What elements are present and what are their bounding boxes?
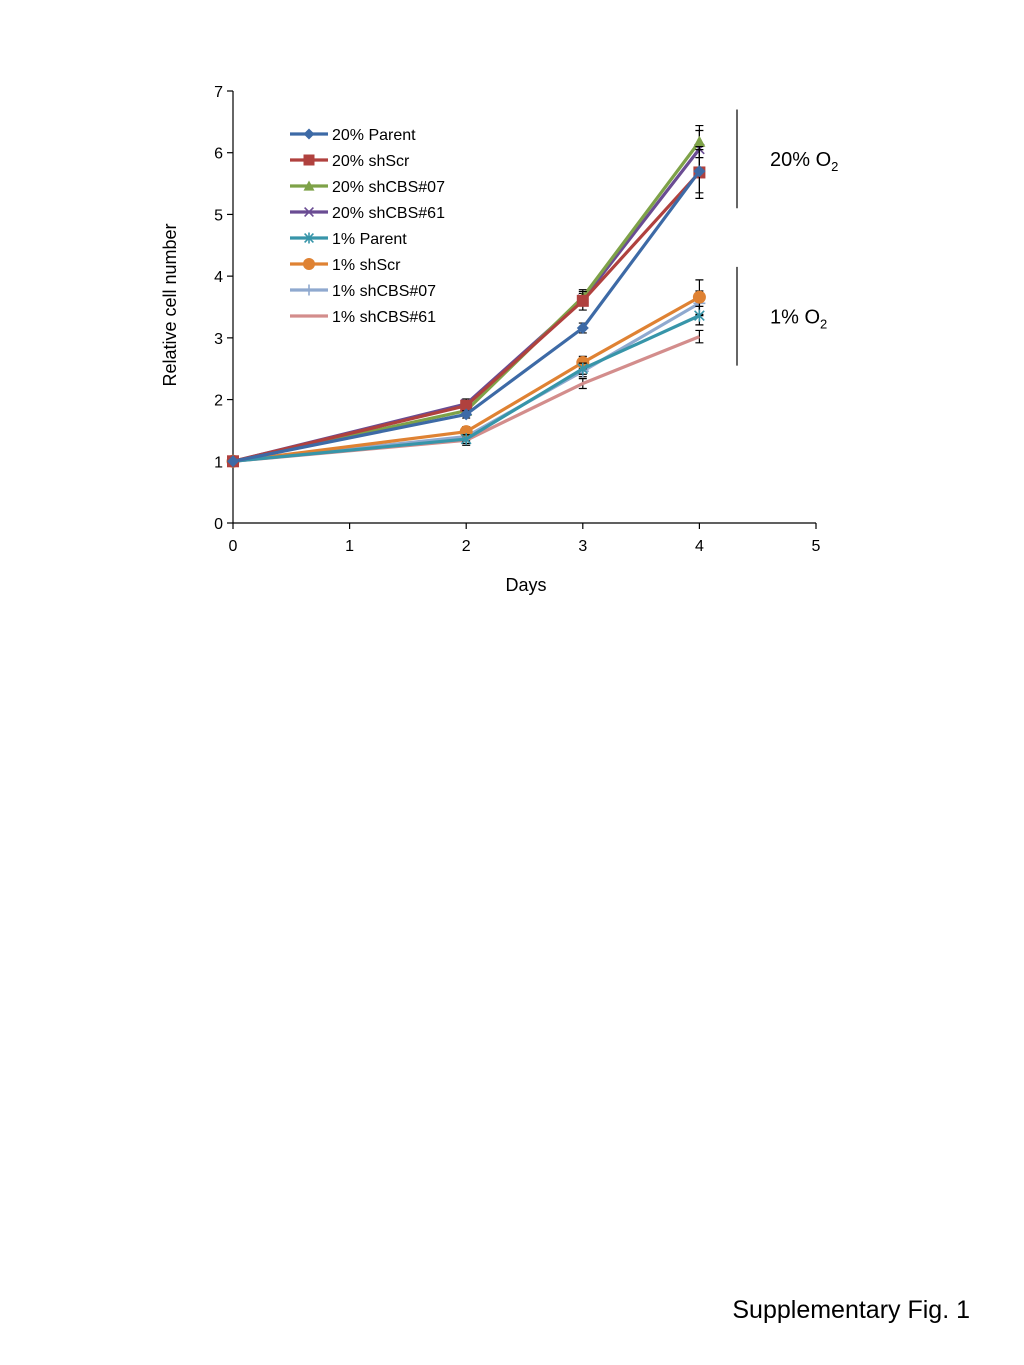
legend-marker: [304, 232, 314, 244]
annotation-20pct-o2: 20% O2: [736, 109, 838, 209]
x-tick-label: 5: [812, 538, 821, 555]
legend-marker: [303, 128, 315, 140]
legend-label: 1% shCBS#61: [332, 309, 436, 326]
chart-series: [226, 124, 706, 468]
data-point: [460, 408, 473, 421]
group-label: 1% O2: [770, 306, 827, 331]
data-point: [576, 294, 589, 307]
series-line: [232, 170, 701, 463]
figure-caption: Supplementary Fig. 1: [732, 1296, 970, 1324]
series-20pct-shscr: [227, 145, 706, 468]
y-tick-label: 0: [214, 516, 223, 533]
series-line: [232, 171, 701, 463]
legend-item-1pct-shcbs-07: 1% shCBS#07: [290, 283, 436, 300]
chart-annotations: 20% O2 1% O2: [736, 109, 838, 366]
legend-label: 1% Parent: [332, 231, 407, 248]
legend-item-1pct-shcbs-61: 1% shCBS#61: [290, 309, 436, 326]
series-line: [232, 314, 701, 463]
legend-item-1pct-parent: 1% Parent: [290, 231, 407, 248]
y-tick-label: 2: [214, 393, 223, 410]
legend-item-20pct-shcbs-61: 20% shCBS#61: [290, 205, 445, 222]
x-tick-label: 1: [345, 538, 354, 555]
legend-label: 20% shScr: [332, 153, 410, 170]
data-point: [227, 455, 239, 468]
data-point: [460, 399, 473, 412]
data-point: [693, 135, 706, 147]
legend-marker: [303, 180, 315, 191]
legend-marker: [304, 207, 314, 217]
legend-item-1pct-shscr: 1% shScr: [290, 257, 401, 274]
data-point: [692, 290, 706, 304]
chart-axes: 0 1 2 3 4 5 6 7 0 1 2 3 4 5: [214, 84, 820, 555]
x-tick-label: 0: [229, 538, 238, 555]
data-point: [693, 165, 706, 178]
group-label: 20% O2: [770, 149, 838, 174]
x-tick-label: 4: [695, 538, 704, 555]
x-tick-label: 3: [578, 538, 587, 555]
series-1pct-parent: [227, 305, 705, 468]
y-tick-label: 1: [214, 454, 223, 471]
annotation-1pct-o2: 1% O2: [736, 266, 827, 366]
y-tick-label: 3: [214, 331, 223, 348]
legend-item-20pct-shscr: 20% shScr: [290, 153, 410, 170]
y-tick-label: 7: [214, 84, 223, 101]
legend-item-20pct-parent: 20% Parent: [290, 127, 416, 144]
legend-marker: [303, 284, 315, 296]
data-point: [694, 309, 705, 322]
data-point: [576, 321, 589, 334]
y-tick-label: 5: [214, 207, 223, 224]
series-line: [232, 295, 701, 463]
legend-label: 20% shCBS#07: [332, 179, 445, 196]
legend-label: 20% Parent: [332, 127, 416, 144]
y-tick-label: 4: [214, 269, 223, 286]
x-tick-label: 2: [462, 538, 471, 555]
chart-legend: 20% Parent 20% shScr 20% shCBS#07 20% shCBS…: [290, 127, 445, 326]
y-tick-label: 6: [214, 146, 223, 163]
legend-marker: [303, 258, 315, 270]
data-point: [460, 433, 472, 446]
legend-label: 1% shScr: [332, 257, 401, 274]
x-axis-label: Days: [505, 575, 546, 595]
legend-label: 20% shCBS#61: [332, 205, 445, 222]
legend-item-20pct-shcbs-07: 20% shCBS#07: [290, 179, 445, 196]
series-20pct-parent: [227, 149, 706, 468]
y-axis-label: Relative cell number: [160, 223, 180, 386]
error-bar: [695, 329, 704, 344]
data-point: [577, 362, 589, 375]
legend-marker: [303, 154, 315, 166]
legend-label: 1% shCBS#07: [332, 283, 436, 300]
